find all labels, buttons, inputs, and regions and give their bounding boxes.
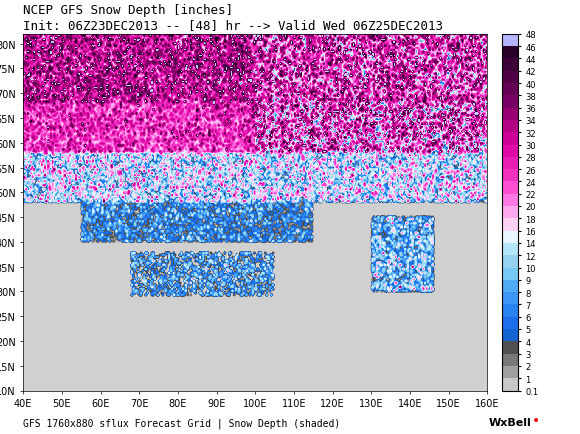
- Text: NCEP GFS Snow Depth [inches]
Init: 06Z23DEC2013 -- [48] hr --> Valid Wed 06Z25DE: NCEP GFS Snow Depth [inches] Init: 06Z23…: [23, 4, 443, 32]
- Text: •: •: [532, 414, 541, 427]
- Text: GFS 1760x880 sflux Forecast Grid | Snow Depth (shaded): GFS 1760x880 sflux Forecast Grid | Snow …: [23, 418, 340, 428]
- Text: WxBell: WxBell: [489, 418, 532, 427]
